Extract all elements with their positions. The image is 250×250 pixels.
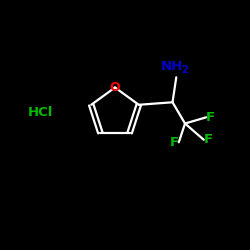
Text: F: F bbox=[206, 111, 215, 124]
Text: NH: NH bbox=[161, 60, 183, 73]
Text: F: F bbox=[204, 133, 213, 146]
Text: O: O bbox=[110, 81, 120, 94]
Text: F: F bbox=[170, 136, 179, 149]
Text: HCl: HCl bbox=[27, 106, 53, 119]
Text: 2: 2 bbox=[182, 65, 188, 75]
